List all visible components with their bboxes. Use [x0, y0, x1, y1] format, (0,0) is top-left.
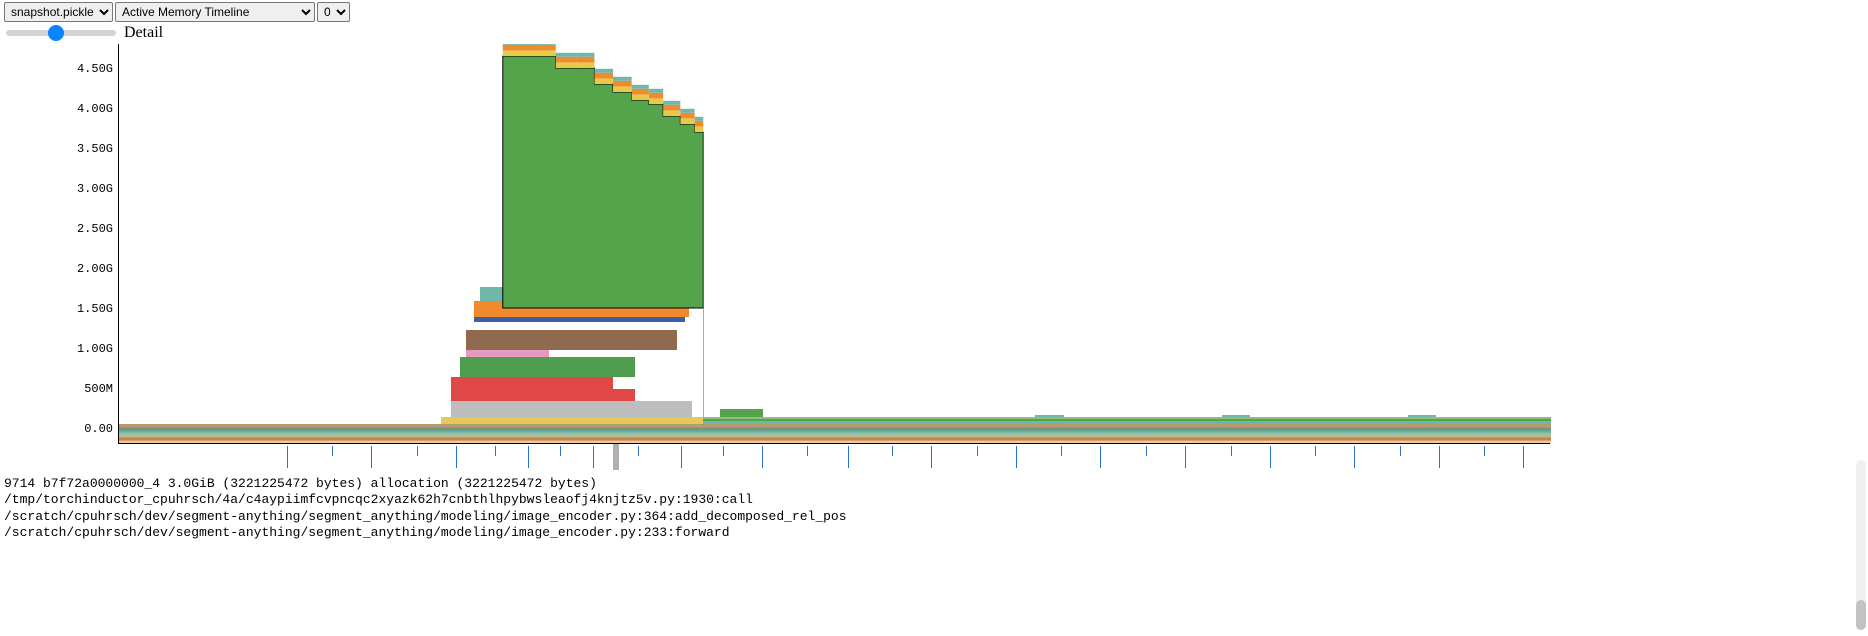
tail-bump	[1222, 415, 1251, 417]
status-readout: 9714 b7f72a0000000_4 3.0GiB (3221225472 …	[0, 474, 1868, 545]
tail-bump	[1035, 415, 1064, 417]
ruler-tick-major	[1523, 446, 1524, 468]
y-tick-label: 2.50G	[77, 222, 119, 236]
tail-bump	[1408, 415, 1437, 417]
ruler-tick-major	[1185, 446, 1186, 468]
big-allocation-block	[119, 44, 1551, 444]
ruler-tick-minor	[1146, 446, 1147, 456]
detail-slider-row: Detail	[0, 24, 1868, 44]
ruler-tick-major	[593, 446, 594, 468]
ruler-tick-major	[1016, 446, 1017, 468]
y-tick-label: 0.00	[84, 422, 119, 436]
ruler-tick-major	[1100, 446, 1101, 468]
detail-slider-label: Detail	[124, 24, 163, 42]
ruler-tick-major	[1354, 446, 1355, 468]
y-tick-label: 2.00G	[77, 262, 119, 276]
time-ruler[interactable]	[124, 444, 1556, 474]
ruler-tick-minor	[1484, 446, 1485, 456]
ruler-tick-minor	[1315, 446, 1316, 456]
y-tick-label: 3.00G	[77, 182, 119, 196]
tail-bump	[720, 409, 763, 417]
y-tick-label: 1.50G	[77, 302, 119, 316]
ruler-tick-minor	[1231, 446, 1232, 456]
memory-timeline-chart: 0.00 500M 1.00G 1.50G 2.00G 2.50G 3.00G 3.50G 4.…	[6, 44, 1556, 474]
y-tick-label: 1.00G	[77, 342, 119, 356]
ruler-tick-major	[1270, 446, 1271, 468]
ruler-tick-minor	[495, 446, 496, 456]
y-tick-label: 3.50G	[77, 142, 119, 156]
scrollbar-thumb[interactable]	[1856, 600, 1866, 630]
ruler-tick-minor	[807, 446, 808, 456]
ruler-tick-minor	[560, 446, 561, 456]
ruler-tick-major	[762, 446, 763, 468]
index-select[interactable]: 0	[317, 2, 350, 22]
ruler-tick-major	[456, 446, 457, 468]
ruler-tick-major	[681, 446, 682, 468]
view-select[interactable]: Active Memory Timeline	[115, 2, 315, 22]
ruler-tick-minor	[1400, 446, 1401, 456]
ruler-tick-minor	[638, 446, 639, 456]
toolbar: snapshot.pickle Active Memory Timeline 0	[0, 0, 1868, 24]
tail-band	[703, 417, 1551, 419]
ruler-tick-minor	[977, 446, 978, 456]
y-tick-label: 4.50G	[77, 62, 119, 76]
file-select[interactable]: snapshot.pickle	[4, 2, 113, 22]
ruler-tick-major	[371, 446, 372, 468]
ruler-tick-major	[287, 446, 288, 468]
vertical-scrollbar[interactable]	[1856, 460, 1866, 630]
ruler-tick-minor	[1061, 446, 1062, 456]
tail-band	[703, 421, 1551, 423]
ruler-tick-major	[1439, 446, 1440, 468]
detail-slider[interactable]	[6, 30, 116, 36]
y-tick-label: 500M	[84, 382, 119, 396]
ruler-position-marker[interactable]	[613, 444, 619, 470]
ruler-tick-minor	[332, 446, 333, 456]
ruler-tick-major	[931, 446, 932, 468]
tail-band	[703, 419, 1551, 421]
ruler-tick-minor	[723, 446, 724, 456]
ruler-tick-minor	[417, 446, 418, 456]
ruler-tick-minor	[892, 446, 893, 456]
ruler-tick-major	[528, 446, 529, 468]
chart-plot-area[interactable]: 0.00500M1.00G1.50G2.00G2.50G3.00G3.50G4.…	[118, 44, 1550, 444]
y-tick-label: 4.00G	[77, 102, 119, 116]
ruler-tick-major	[848, 446, 849, 468]
